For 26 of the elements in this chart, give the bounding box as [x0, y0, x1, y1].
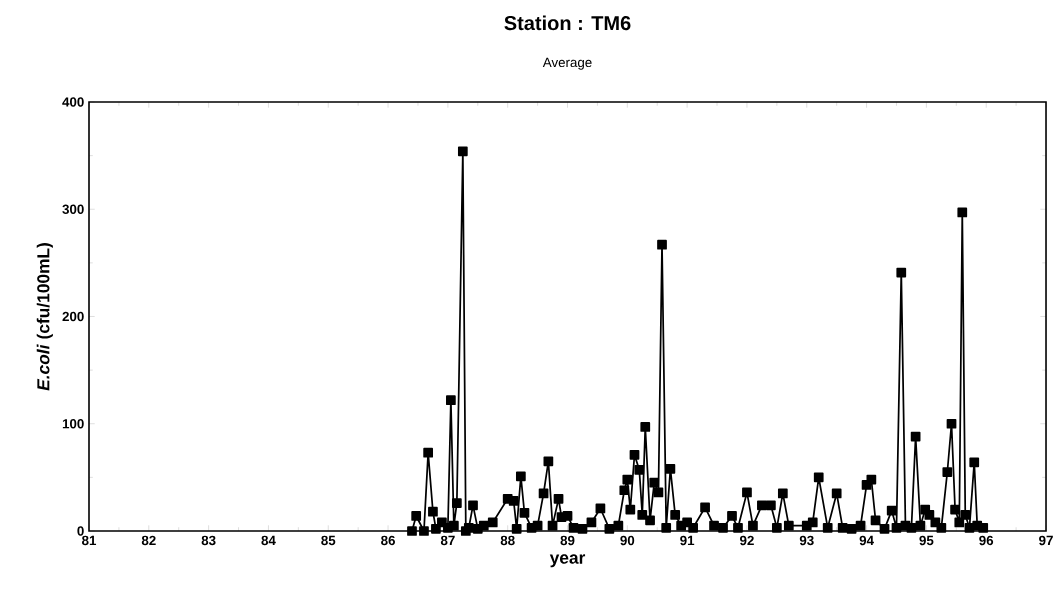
- x-tick-label: 85: [321, 535, 336, 546]
- x-tick-label: 92: [739, 535, 754, 546]
- x-tick-label: 96: [979, 535, 994, 546]
- chart-subtitle: Average: [542, 57, 592, 70]
- x-tick-label: 87: [440, 535, 455, 546]
- x-tick-label: 83: [201, 535, 216, 546]
- chart-title: Station : TM6: [504, 15, 631, 31]
- x-tick-label: 86: [381, 535, 396, 546]
- y-tick-label: 400: [62, 97, 84, 107]
- x-tick-label: 88: [500, 535, 515, 546]
- x-tick-label: 89: [560, 535, 575, 546]
- y-tick-label: 100: [62, 419, 84, 429]
- x-tick-label: 97: [1039, 535, 1053, 546]
- x-axis-title: year: [549, 554, 586, 568]
- x-tick-label: 95: [919, 535, 934, 546]
- x-tick-label: 91: [680, 535, 695, 546]
- x-tick-label: 90: [620, 535, 635, 546]
- y-tick-label: 300: [62, 204, 84, 214]
- y-tick-label: 200: [62, 311, 84, 322]
- y-axis-title: E.coli (cfu/100mL): [36, 243, 53, 391]
- x-tick-label: 82: [141, 535, 156, 546]
- x-tick-label: 84: [261, 535, 276, 546]
- x-tick-label: 94: [859, 535, 874, 546]
- y-tick-label: 0: [77, 526, 84, 536]
- x-tick-label: 93: [799, 535, 814, 546]
- x-tick-label: 81: [82, 535, 97, 546]
